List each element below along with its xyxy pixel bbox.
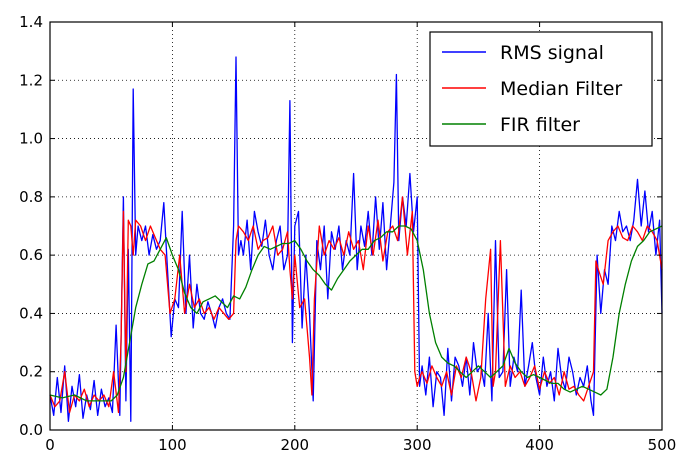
y-tick-label: 1.4 xyxy=(19,13,43,31)
y-tick-label: 0.6 xyxy=(19,246,43,264)
x-tick-label: 0 xyxy=(45,436,55,454)
y-tick-label: 0.8 xyxy=(19,188,43,206)
x-tick-label: 300 xyxy=(403,436,432,454)
series-line-fir-filter xyxy=(49,225,663,402)
legend-label-fir-filter: FIR filter xyxy=(500,114,580,136)
x-tick-label: 500 xyxy=(648,436,677,454)
legend-box xyxy=(429,31,653,147)
legend: RMS signal Median Filter FIR filter xyxy=(429,31,653,147)
x-tick-label: 200 xyxy=(280,436,309,454)
legend-label-rms-signal: RMS signal xyxy=(500,42,604,64)
y-tick-label: 0.4 xyxy=(19,304,43,322)
plot-series xyxy=(49,56,663,422)
y-tick-label: 1.2 xyxy=(19,71,43,89)
legend-label-median-filter: Median Filter xyxy=(500,78,622,100)
x-tick-label: 400 xyxy=(525,436,554,454)
y-tick-label: 0.0 xyxy=(19,421,43,439)
y-tick-label: 0.2 xyxy=(19,363,43,381)
plot-frame xyxy=(49,21,663,431)
series-line-rms-signal xyxy=(49,56,663,422)
y-tick-label: 1.0 xyxy=(19,130,43,148)
axis-ticks: 0 100 200 300 400 500 0.0 0.2 0.4 0.6 0.8 1.0 1.2 1.4 xyxy=(19,13,676,454)
x-tick-label: 100 xyxy=(158,436,187,454)
